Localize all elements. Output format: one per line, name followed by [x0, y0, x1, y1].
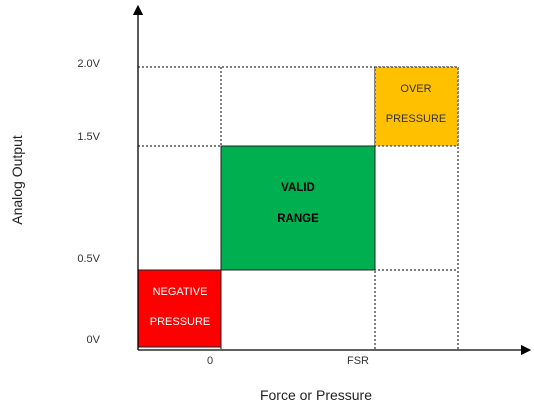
valid-label-line1: VALID — [281, 182, 315, 194]
y-axis-title: Analog Output — [9, 135, 25, 225]
negative-label-line2: PRESSURE — [150, 316, 211, 328]
y-tick-label: 0.5V — [77, 253, 100, 265]
over-label-line2: PRESSURE — [386, 113, 447, 125]
valid-label-line2: RANGE — [277, 213, 319, 225]
x-tick-label: FSR — [347, 355, 369, 367]
y-tick-label: 1.5V — [77, 131, 100, 143]
y-tick-label: 2.0V — [77, 58, 100, 70]
y-tick-label: 0V — [87, 334, 101, 346]
negative-pressure-region — [137, 269, 222, 348]
over-label-line1: OVER — [400, 83, 431, 95]
x-axis-title: Force or Pressure — [260, 387, 372, 403]
valid-range-region — [220, 145, 376, 271]
x-tick-label: 0 — [207, 355, 213, 367]
negative-label-line1: NEGATIVE — [153, 286, 208, 298]
over-pressure-region — [374, 66, 459, 147]
